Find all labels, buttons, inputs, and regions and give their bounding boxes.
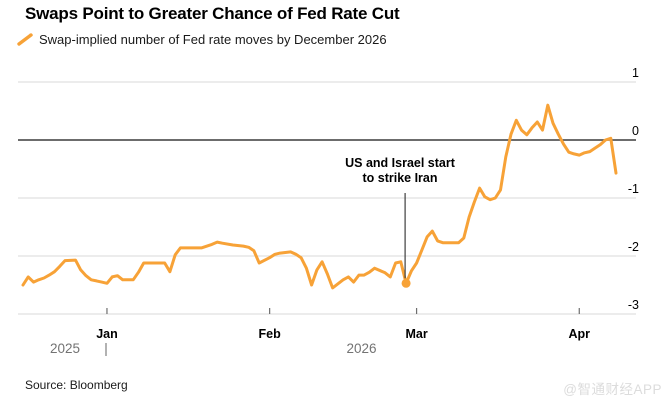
legend-line-icon	[17, 33, 33, 46]
svg-text:2025: 2025	[50, 341, 80, 356]
svg-text:-2: -2	[628, 240, 639, 254]
svg-text:Apr: Apr	[568, 327, 590, 341]
svg-text:2026: 2026	[346, 341, 376, 356]
y-axis-labels: 1 0 -1 -2 -3	[628, 66, 639, 312]
event-annotation: US and Israel start to strike Iran	[345, 156, 455, 186]
x-axis: Jan Feb Mar Apr	[96, 308, 590, 341]
year-labels: 2025 | 2026	[50, 341, 377, 356]
swap-implied-series-line	[21, 103, 618, 290]
svg-text:0: 0	[632, 124, 639, 138]
svg-text:-1: -1	[628, 182, 639, 196]
legend: Swap-implied number of Fed rate moves by…	[17, 32, 387, 47]
annotation-line-1: US and Israel start	[345, 156, 455, 170]
svg-text:Mar: Mar	[405, 327, 427, 341]
legend-label: Swap-implied number of Fed rate moves by…	[39, 32, 387, 47]
svg-text:Feb: Feb	[259, 327, 282, 341]
watermark: @智通财经APP	[563, 382, 662, 397]
svg-text:|: |	[104, 341, 108, 356]
y-gridlines	[18, 81, 636, 315]
svg-text:1: 1	[632, 66, 639, 80]
source-note: Source: Bloomberg	[25, 378, 128, 392]
svg-text:-3: -3	[628, 298, 639, 312]
strike-event-marker-dot	[401, 278, 411, 288]
chart-title: Swaps Point to Greater Chance of Fed Rat…	[25, 4, 400, 23]
svg-text:Jan: Jan	[96, 327, 118, 341]
annotation-line-2: to strike Iran	[362, 171, 438, 185]
